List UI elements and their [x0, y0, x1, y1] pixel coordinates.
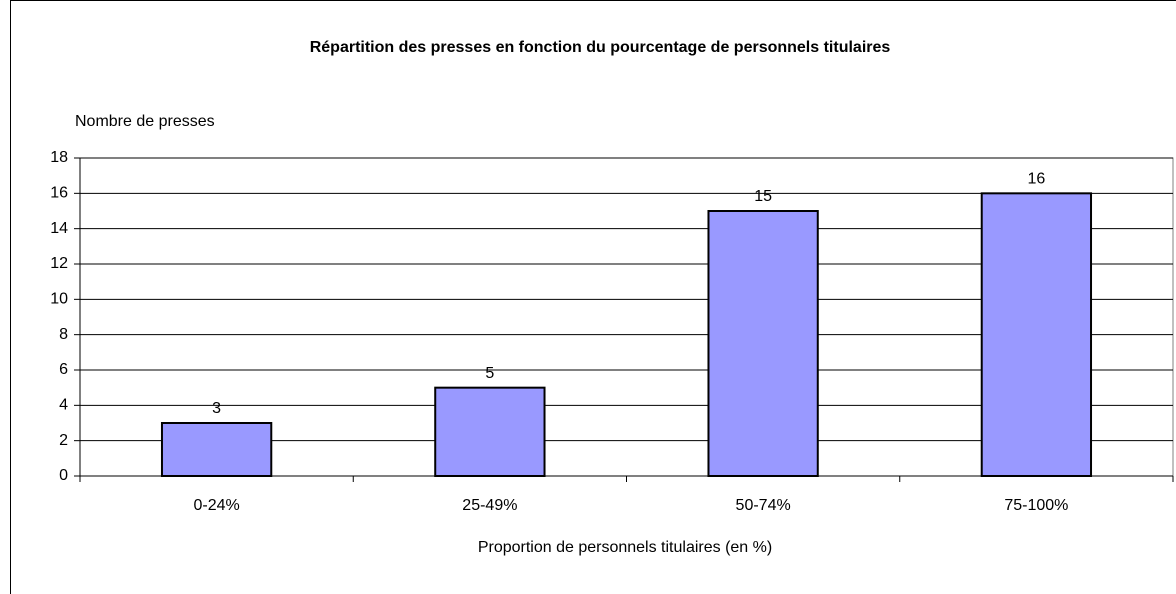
y-tick-label: 4	[59, 397, 68, 414]
y-tick-label: 0	[59, 467, 68, 484]
y-axis-title: Nombre de presses	[75, 113, 215, 130]
x-tick-label: 75-100%	[1004, 497, 1068, 514]
bar	[707, 210, 819, 477]
data-label: 3	[212, 400, 221, 417]
bar	[160, 422, 273, 477]
chart-title: Répartition des presses en fonction du p…	[310, 39, 891, 56]
data-label: 16	[1027, 171, 1045, 188]
data-label: 15	[754, 188, 772, 205]
y-tick-label: 2	[59, 432, 68, 449]
y-tick-label: 14	[50, 220, 68, 237]
y-tick-label: 16	[50, 185, 68, 202]
x-tick-label: 50-74%	[736, 497, 791, 514]
x-tick-label: 25-49%	[462, 497, 517, 514]
y-tick-label: 18	[50, 149, 68, 166]
bar	[434, 386, 546, 477]
y-tick-label: 10	[50, 291, 68, 308]
x-axis-title: Proportion de personnels titulaires (en …	[478, 539, 772, 556]
y-tick-label: 8	[59, 326, 68, 343]
x-tick-label: 0-24%	[194, 497, 240, 514]
y-tick-label: 6	[59, 361, 68, 378]
y-tick-label: 12	[50, 255, 68, 272]
bar	[980, 192, 1093, 477]
data-label: 5	[485, 365, 494, 382]
